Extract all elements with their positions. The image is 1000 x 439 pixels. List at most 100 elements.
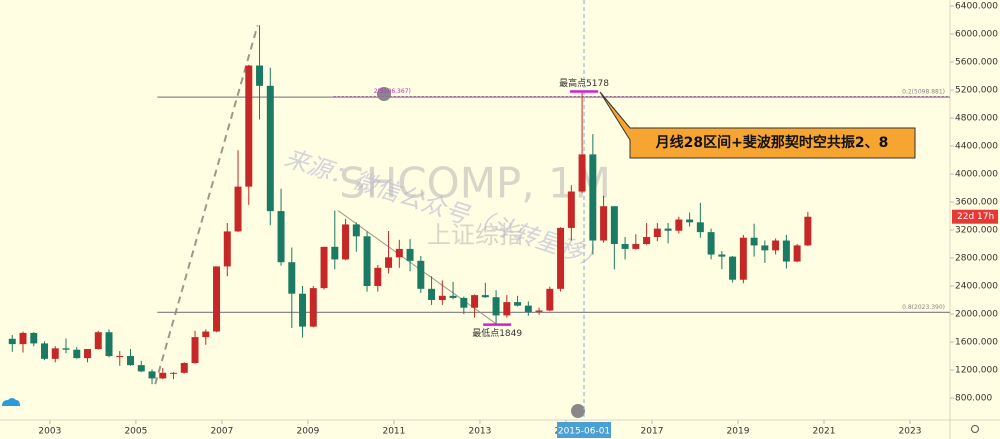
candle-body <box>782 240 790 262</box>
candle-body <box>266 85 274 212</box>
candle-body <box>750 237 758 246</box>
candle-body <box>449 295 457 298</box>
candle-body <box>277 211 285 263</box>
candle-body <box>632 244 640 249</box>
candle-body <box>589 154 597 241</box>
x-tick-label: 2013 <box>468 427 491 437</box>
candle-body <box>299 293 307 327</box>
candle-body <box>739 237 747 280</box>
candle-body <box>395 248 403 258</box>
candle-body <box>105 332 113 357</box>
candle-body <box>51 348 59 359</box>
y-tick-label: 2800.000 <box>955 254 998 264</box>
candle-body <box>84 349 92 359</box>
candle-body <box>73 349 81 359</box>
y-tick-label: 5200.000 <box>955 86 998 96</box>
x-tick-label: 2011 <box>382 427 405 437</box>
candle-body <box>471 295 479 308</box>
candle-body <box>331 246 339 260</box>
candle-body <box>385 257 393 268</box>
candle-body <box>417 260 425 289</box>
y-tick-label: 2400.000 <box>955 282 998 292</box>
y-tick-label: 2000.000 <box>955 310 998 320</box>
annotation-label: 最高点5178 <box>559 77 609 89</box>
candle-body <box>374 267 382 287</box>
candle-body <box>30 332 38 344</box>
candle-body <box>664 228 672 231</box>
watermark-subtitle: 上证综指 <box>427 221 523 249</box>
logo <box>2 398 20 406</box>
candle-body <box>578 154 586 192</box>
y-tick-label: 6400.000 <box>955 2 998 12</box>
candle-body <box>406 248 414 261</box>
callout-box <box>599 91 916 159</box>
candle-body <box>116 356 124 358</box>
candle-body <box>653 228 661 238</box>
candle-body <box>41 343 49 359</box>
y-tick-label: 3200.000 <box>955 226 998 236</box>
candle-body <box>557 227 565 289</box>
callout-text: 月线28区间+斐波那契时空共振2、8 <box>655 134 889 151</box>
candle-body <box>707 232 715 255</box>
candle-body <box>567 191 575 228</box>
candle-body <box>610 206 618 245</box>
candle-body <box>191 337 199 364</box>
candle-body <box>94 332 102 350</box>
y-tick-label: 4800.000 <box>955 114 998 124</box>
candle-body <box>718 254 726 257</box>
x-tick-label: 2019 <box>727 427 750 437</box>
candle-body <box>62 348 70 350</box>
candle-body <box>363 236 371 287</box>
candle-body <box>546 288 554 311</box>
y-tick-label: 5600.000 <box>955 58 998 68</box>
candle-body <box>793 245 801 262</box>
y-tick-label: 4400.000 <box>955 142 998 152</box>
candle-body <box>438 295 446 301</box>
candle-body <box>460 297 468 308</box>
x-tick-label: 2023 <box>899 427 922 437</box>
candle-body <box>180 363 188 373</box>
candle-body <box>213 266 221 332</box>
candle-body <box>675 219 683 231</box>
y-tick-label: 6000.000 <box>955 30 998 40</box>
crosshair-label: 2015-06-01 <box>558 427 610 437</box>
candle-body <box>428 288 436 301</box>
candle-body <box>772 240 780 251</box>
candle-body <box>137 365 145 372</box>
candle-body <box>148 371 156 379</box>
candle-body <box>600 206 608 241</box>
y-tick-label: 3600.000 <box>955 198 998 208</box>
watermark-title: SHCOMP, 1M <box>339 159 611 208</box>
y-tick-label: 800.000 <box>955 394 992 404</box>
candle-body <box>127 356 135 366</box>
candle-body <box>696 222 704 233</box>
candle-body <box>729 256 737 280</box>
candle-body <box>342 224 350 260</box>
annotation-label: 最低点1849 <box>472 327 522 339</box>
x-tick-label: 2021 <box>813 427 836 437</box>
candle-body <box>492 297 500 316</box>
candle-body <box>535 310 543 312</box>
x-tick-label: 2017 <box>641 427 664 437</box>
candle-body <box>514 302 522 306</box>
candle-body <box>643 237 651 245</box>
y-tick-label: 1200.000 <box>955 366 998 376</box>
crosshair-label-bg <box>557 422 612 438</box>
y-tick-label: 1600.000 <box>955 338 998 348</box>
candle-body <box>234 186 242 232</box>
candle-body <box>202 331 210 338</box>
price-tag <box>952 209 998 224</box>
candle-body <box>524 305 532 312</box>
candle-body <box>8 338 16 345</box>
candle-body <box>481 295 489 298</box>
settings-icon[interactable] <box>971 425 979 433</box>
candle-body <box>19 332 27 345</box>
candle-body <box>159 372 167 379</box>
x-tick-label: 2003 <box>38 427 61 437</box>
candle-body <box>170 372 178 374</box>
candle-body <box>352 224 360 237</box>
candle-body <box>761 245 769 251</box>
candle-body <box>245 65 253 187</box>
candle-body <box>686 219 694 223</box>
